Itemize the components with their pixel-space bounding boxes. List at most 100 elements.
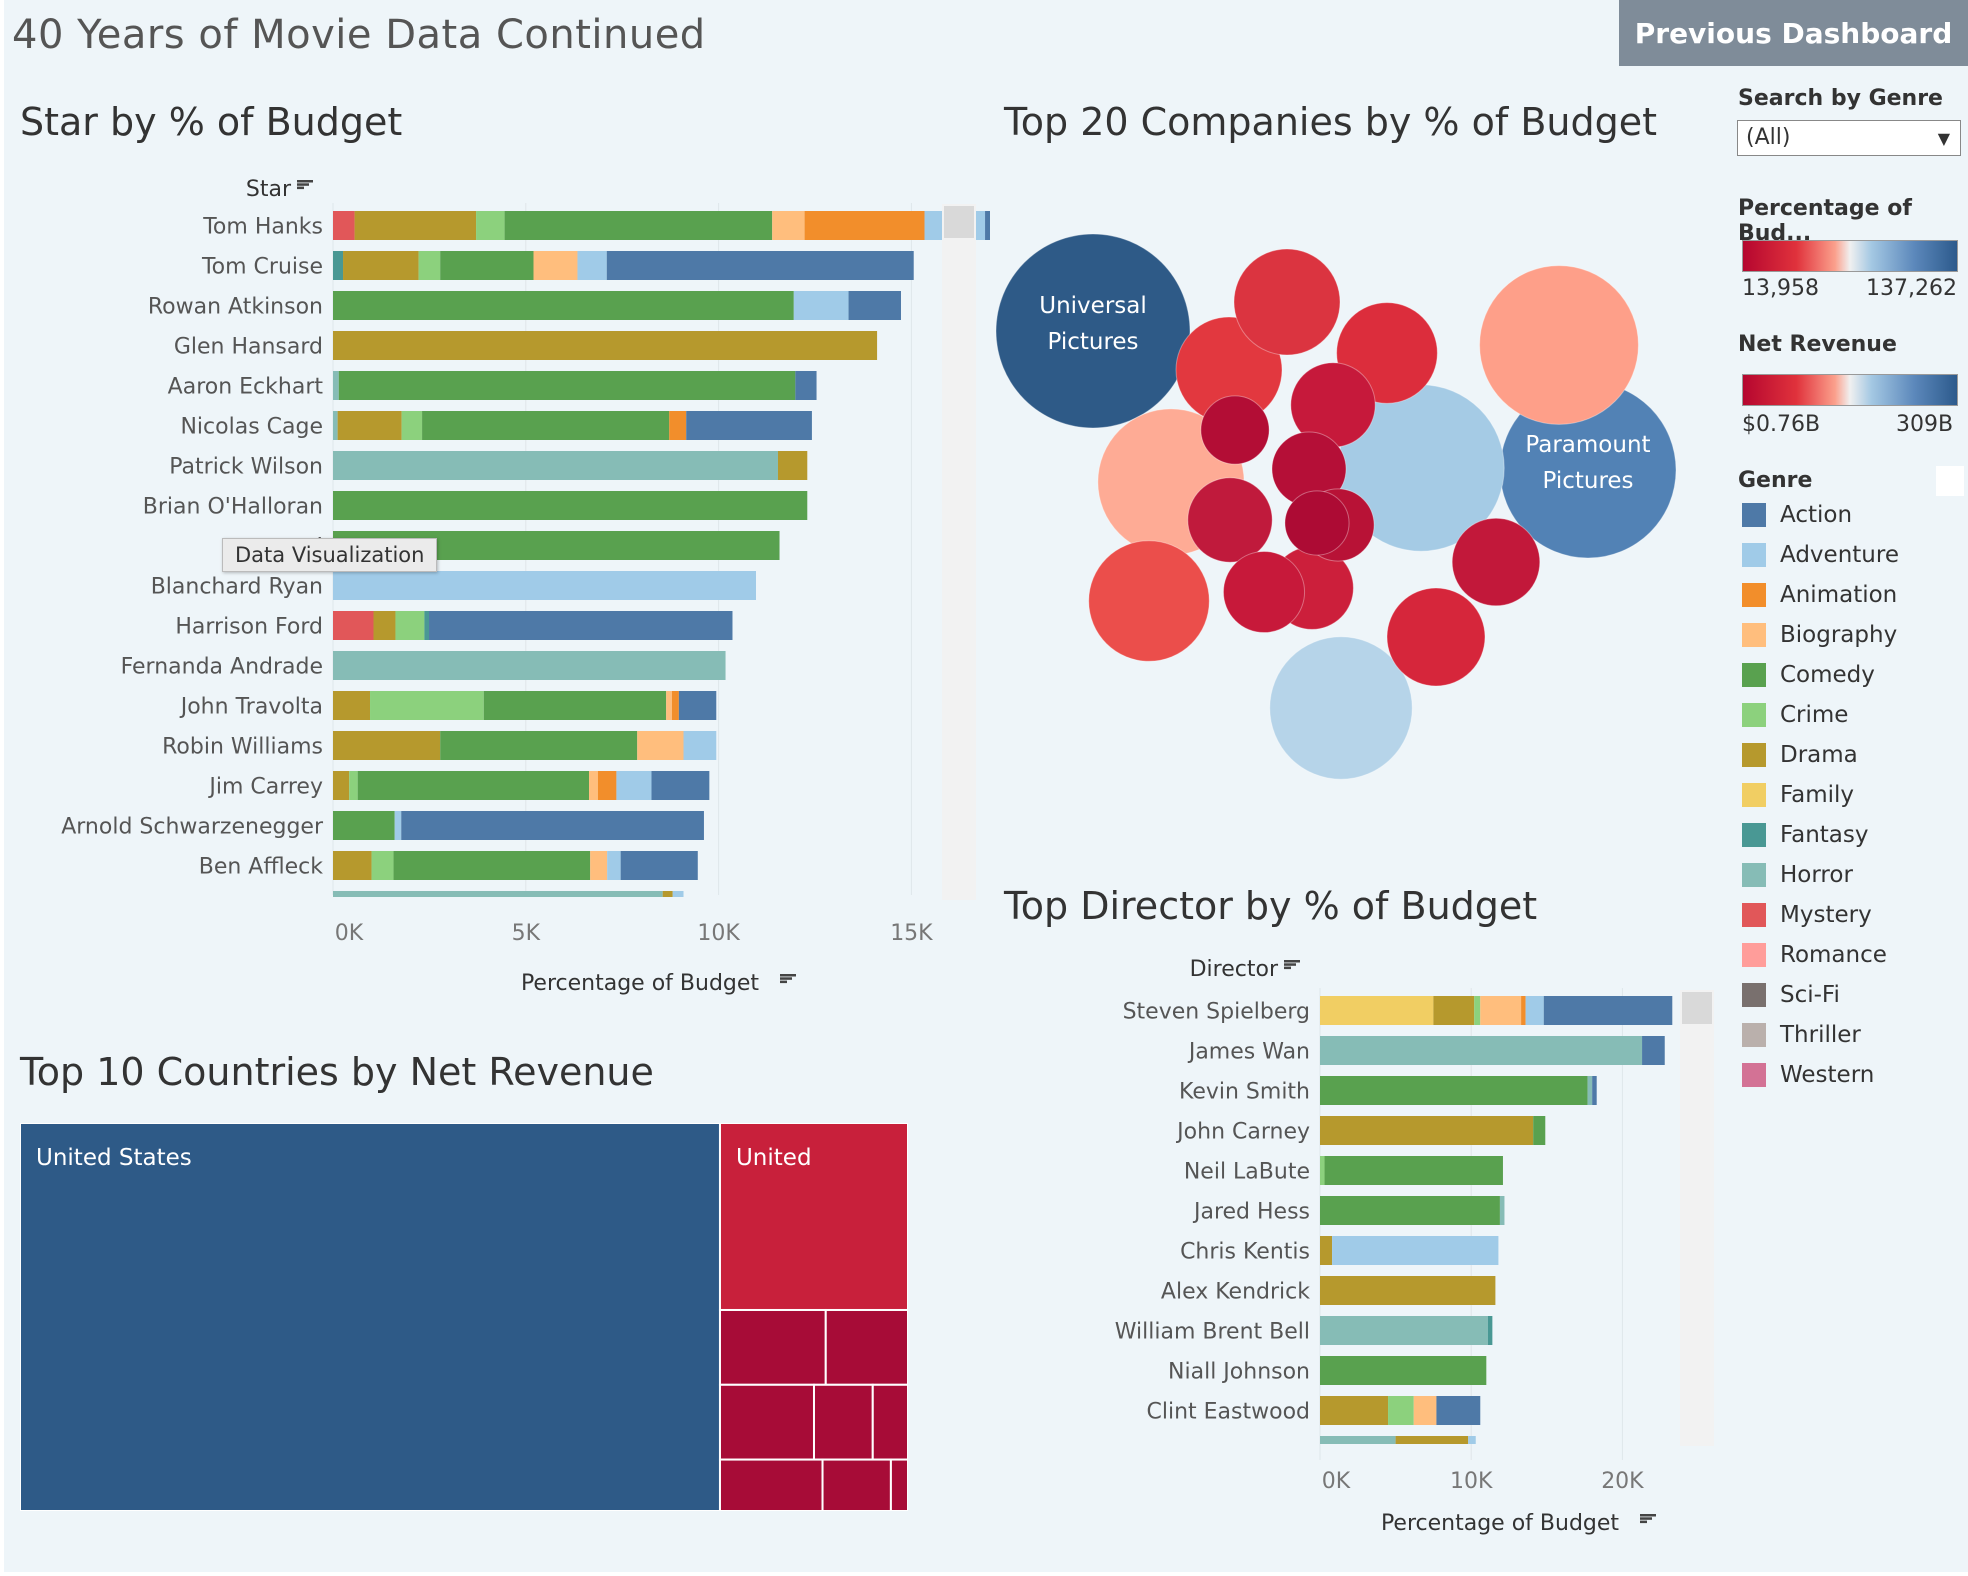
director-bar-steven-spielberg-drama[interactable] <box>1433 996 1475 1025</box>
director-bar-steven-spielberg-crime[interactable] <box>1474 996 1481 1025</box>
country-tile-4[interactable] <box>718 1383 815 1461</box>
director-sort-icon[interactable] <box>1284 960 1300 970</box>
star-bar-robin-williams-drama[interactable] <box>333 731 441 760</box>
star-bar-tom-hanks-action[interactable] <box>985 211 990 240</box>
director-bar-niall-johnson-comedy[interactable] <box>1320 1356 1487 1385</box>
star-chart[interactable]: Star Tom Hanks Tom Cruise Rowan Atkinson Gle… <box>0 160 990 1010</box>
star-bar-fernanda-andrade-horror[interactable] <box>333 651 726 680</box>
star-bar-tom-hanks-animation[interactable] <box>804 211 925 240</box>
star-bar-harrison-ford-crime[interactable] <box>395 611 425 640</box>
company-bubble-11[interactable] <box>1451 517 1541 607</box>
star-bar-john-travolta-comedy[interactable] <box>483 691 667 720</box>
legend-item-horror[interactable]: Horror <box>1738 860 1958 890</box>
star-bar-nicolas-cage-drama[interactable] <box>337 411 402 440</box>
star-bar-aaron-eckhart-horror[interactable] <box>333 371 339 400</box>
star-bar-tom-hanks-comedy[interactable] <box>504 211 773 240</box>
star-bar-row-17-adventure[interactable] <box>672 891 684 897</box>
star-bar-jim-carrey-action[interactable] <box>651 771 710 800</box>
company-bubble-3[interactable] <box>1479 265 1639 425</box>
company-bubble-universal-pictures[interactable] <box>995 233 1191 429</box>
star-bar-rowan-atkinson-action[interactable] <box>848 291 901 320</box>
director-bar-steven-spielberg-biography[interactable] <box>1480 996 1522 1025</box>
star-bar-brian-o-halloran-comedy[interactable] <box>333 491 808 520</box>
star-bar-harrison-ford-action[interactable] <box>429 611 733 640</box>
star-bar-tom-cruise-adventure[interactable] <box>577 251 607 280</box>
star-bar-jim-carrey-comedy[interactable] <box>357 771 590 800</box>
star-bar-john-travolta-crime[interactable] <box>370 691 484 720</box>
star-bar-patrick-wilson-drama[interactable] <box>777 451 808 480</box>
star-bar-ben-affleck-comedy[interactable] <box>393 851 591 880</box>
company-bubble-10[interactable] <box>1386 587 1486 687</box>
country-tile-united[interactable] <box>718 1123 908 1311</box>
director-chart[interactable]: Director Steven Spielberg James Wan Kevin S… <box>1000 940 1700 1576</box>
director-bar-row-11-adventure[interactable] <box>1468 1436 1476 1444</box>
director-bar-steven-spielberg-family[interactable] <box>1320 996 1434 1025</box>
director-bar-william-brent-bell-fantasy[interactable] <box>1487 1316 1493 1345</box>
director-bar-john-carney-drama[interactable] <box>1320 1116 1534 1145</box>
legend-item-family[interactable]: Family <box>1738 780 1958 810</box>
star-bar-john-travolta-animation[interactable] <box>671 691 679 720</box>
star-bar-tom-hanks-biography[interactable] <box>772 211 805 240</box>
director-bar-james-wan-horror[interactable] <box>1320 1036 1643 1065</box>
director-bar-clint-eastwood-crime[interactable] <box>1388 1396 1414 1425</box>
star-bar-row-17-drama[interactable] <box>662 891 673 897</box>
star-bar-rowan-atkinson-comedy[interactable] <box>333 291 794 320</box>
director-bar-chris-kentis-adventure[interactable] <box>1332 1236 1499 1265</box>
legend-item-action[interactable]: Action <box>1738 500 1958 530</box>
legend-item-drama[interactable]: Drama <box>1738 740 1958 770</box>
star-bar-jim-carrey-drama[interactable] <box>333 771 350 800</box>
star-bar-aaron-eckhart-comedy[interactable] <box>338 371 796 400</box>
legend-item-sci-fi[interactable]: Sci-Fi <box>1738 980 1958 1010</box>
director-bar-clint-eastwood-biography[interactable] <box>1413 1396 1437 1425</box>
star-bar-row-17-horror[interactable] <box>333 891 663 897</box>
director-bar-neil-labute-comedy[interactable] <box>1324 1156 1503 1185</box>
director-bar-kevin-smith-comedy[interactable] <box>1320 1076 1588 1105</box>
legend-item-romance[interactable]: Romance <box>1738 940 1958 970</box>
legend-item-crime[interactable]: Crime <box>1738 700 1958 730</box>
star-bar-nicolas-cage-horror[interactable] <box>333 411 338 440</box>
director-bar-john-carney-comedy[interactable] <box>1533 1116 1546 1145</box>
star-bar-ben-affleck-crime[interactable] <box>371 851 394 880</box>
star-bar-arnold-schwarzenegger-action[interactable] <box>401 811 704 840</box>
star-bar-harrison-ford-mystery[interactable] <box>333 611 374 640</box>
director-bar-chris-kentis-drama[interactable] <box>1320 1236 1333 1265</box>
star-bar-nicolas-cage-action[interactable] <box>686 411 812 440</box>
star-bar-tom-cruise-drama[interactable] <box>343 251 419 280</box>
star-bar-nicolas-cage-crime[interactable] <box>401 411 423 440</box>
legend-item-adventure[interactable]: Adventure <box>1738 540 1958 570</box>
director-bar-steven-spielberg-adventure[interactable] <box>1525 996 1544 1025</box>
star-bar-tom-cruise-crime[interactable] <box>418 251 441 280</box>
company-bubble-19[interactable] <box>1284 490 1350 556</box>
star-bar-rowan-atkinson-adventure[interactable] <box>793 291 849 320</box>
star-bar-jim-carrey-animation[interactable] <box>597 771 617 800</box>
director-chart-scroll-thumb[interactable] <box>1682 992 1712 1024</box>
director-bar-james-wan-action[interactable] <box>1642 1036 1665 1065</box>
star-bar-tom-cruise-action[interactable] <box>606 251 914 280</box>
star-bar-robin-williams-biography[interactable] <box>637 731 684 760</box>
genre-dropdown[interactable]: (All) ▼ <box>1737 120 1961 156</box>
star-bar-tom-hanks-mystery[interactable] <box>333 211 355 240</box>
country-tile-3[interactable] <box>824 1308 908 1386</box>
star-bar-nicolas-cage-animation[interactable] <box>669 411 687 440</box>
company-bubble-18[interactable] <box>1200 395 1270 465</box>
legend-item-comedy[interactable]: Comedy <box>1738 660 1958 690</box>
star-bar-ben-affleck-adventure[interactable] <box>607 851 621 880</box>
star-x-sort-icon[interactable] <box>780 974 796 984</box>
star-bar-jim-carrey-crime[interactable] <box>349 771 358 800</box>
director-bar-alex-kendrick-drama[interactable] <box>1320 1276 1496 1305</box>
company-bubble-6[interactable] <box>1088 540 1210 662</box>
star-bar-john-travolta-biography[interactable] <box>666 691 672 720</box>
director-bar-william-brent-bell-horror[interactable] <box>1320 1316 1488 1345</box>
legend-toggle[interactable] <box>1936 466 1964 496</box>
company-bubble-5[interactable] <box>1269 636 1413 780</box>
star-bar-patrick-wilson-horror[interactable] <box>333 451 778 480</box>
country-tile-united-states[interactable] <box>20 1123 721 1511</box>
country-tile-7[interactable] <box>718 1458 824 1511</box>
legend-item-biography[interactable]: Biography <box>1738 620 1958 650</box>
star-bar-blanchard-ryan-adventure[interactable] <box>333 571 757 600</box>
country-tile-9[interactable] <box>889 1458 908 1511</box>
director-bar-steven-spielberg-action[interactable] <box>1543 996 1673 1025</box>
star-bar-tom-hanks-drama[interactable] <box>354 211 477 240</box>
star-bar-nicolas-cage-comedy[interactable] <box>422 411 670 440</box>
star-bar-robin-williams-comedy[interactable] <box>440 731 638 760</box>
